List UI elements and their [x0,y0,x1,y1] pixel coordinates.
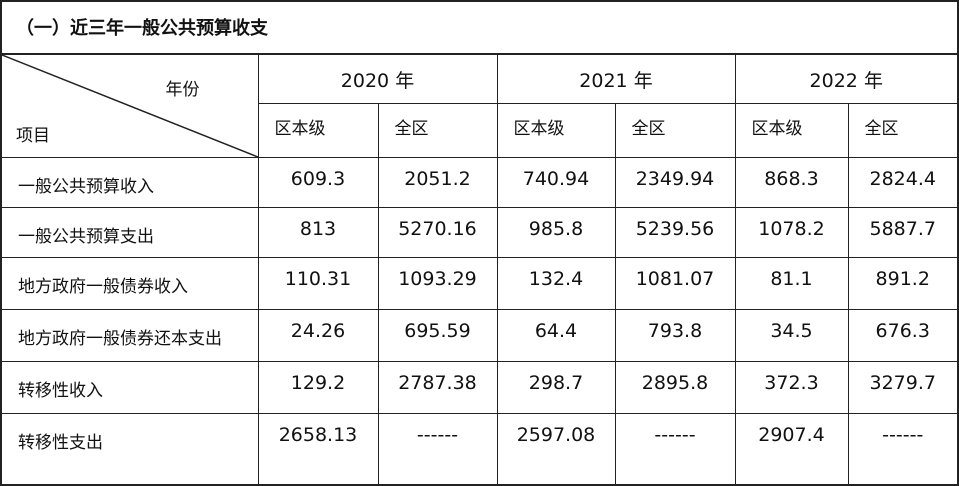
year-header-row: 年份 项目 2020 年 2021 年 2022 年 [2,55,957,158]
scope-header: 区本级 [496,103,616,158]
value-cell: 132.4 [496,257,616,310]
value-cell: 868.3 [734,157,849,208]
row-label: 一般公共预算支出 [2,207,259,258]
value-cell: 676.3 [847,309,957,362]
value-cell: 1093.29 [377,257,498,310]
value-cell: 2907.4 [734,413,849,484]
value-cell: ------ [847,413,957,484]
year-header: 2022 年 [734,55,957,104]
value-cell: ------ [377,413,498,484]
value-cell: 2597.08 [496,413,616,484]
value-cell: 298.7 [496,361,616,414]
year-axis-label: 年份 [165,80,200,100]
value-cell: 2895.8 [614,361,736,414]
value-cell: 985.8 [496,207,616,258]
value-cell: 891.2 [847,257,957,310]
row-label: 地方政府一般债券收入 [2,257,259,310]
value-cell: 2349.94 [614,157,736,208]
value-cell: 1078.2 [734,207,849,258]
table-row: 转移性支出 2658.13 ------ 2597.08 ------ 2907.4 ---… [2,413,957,484]
table-row: 一般公共预算支出 813 5270.16 985.8 5239.56 1078.2 5887… [2,207,957,258]
scope-header-row: 区本级 全区 区本级 全区 区本级 全区 [2,103,957,158]
item-axis-label: 项目 [16,126,50,146]
value-cell: 3279.7 [847,361,957,414]
scope-header: 全区 [847,103,957,158]
year-header: 2020 年 [257,55,498,104]
value-cell: 5239.56 [614,207,736,258]
value-cell: ------ [614,413,736,484]
value-cell: 1081.07 [614,257,736,310]
value-cell: 2051.2 [377,157,498,208]
value-cell: 2824.4 [847,157,957,208]
table-row: 转移性收入 129.2 2787.38 298.7 2895.8 372.3 3279.7 [2,361,957,414]
row-label: 转移性收入 [2,361,259,414]
row-label: 转移性支出 [2,413,259,484]
row-label: 一般公共预算收入 [2,157,259,208]
budget-table: 年份 项目 2020 年 2021 年 2022 年 区本级 全区 区本级 全区… [2,55,957,484]
value-cell: 740.94 [496,157,616,208]
value-cell: 5270.16 [377,207,498,258]
scope-header: 全区 [614,103,736,158]
table-title: （一）近三年一般公共预算收支 [2,2,957,55]
year-header: 2021 年 [496,55,736,104]
value-cell: 5887.7 [847,207,957,258]
table-row: 地方政府一般债券收入 110.31 1093.29 132.4 1081.07 81.1 8… [2,257,957,310]
table-row: 一般公共预算收入 609.3 2051.2 740.94 2349.94 868.3 282… [2,157,957,208]
value-cell: 24.26 [257,309,379,362]
table-row: 地方政府一般债券还本支出 24.26 695.59 64.4 793.8 34.5 676.… [2,309,957,362]
corner-header-cell: 年份 项目 [2,55,259,158]
value-cell: 129.2 [257,361,379,414]
value-cell: 793.8 [614,309,736,362]
scope-header: 区本级 [258,103,379,158]
value-cell: 110.31 [257,257,379,310]
scope-header: 全区 [377,103,498,158]
diagonal-divider [2,55,258,157]
value-cell: 2787.38 [377,361,498,414]
value-cell: 609.3 [257,157,379,208]
value-cell: 813 [257,207,379,258]
value-cell: 695.59 [377,309,498,362]
row-label: 地方政府一般债券还本支出 [2,309,259,362]
value-cell: 372.3 [734,361,849,414]
scope-header: 区本级 [734,103,849,158]
value-cell: 64.4 [496,309,616,362]
value-cell: 2658.13 [257,413,379,484]
value-cell: 34.5 [734,309,849,362]
value-cell: 81.1 [734,257,849,310]
